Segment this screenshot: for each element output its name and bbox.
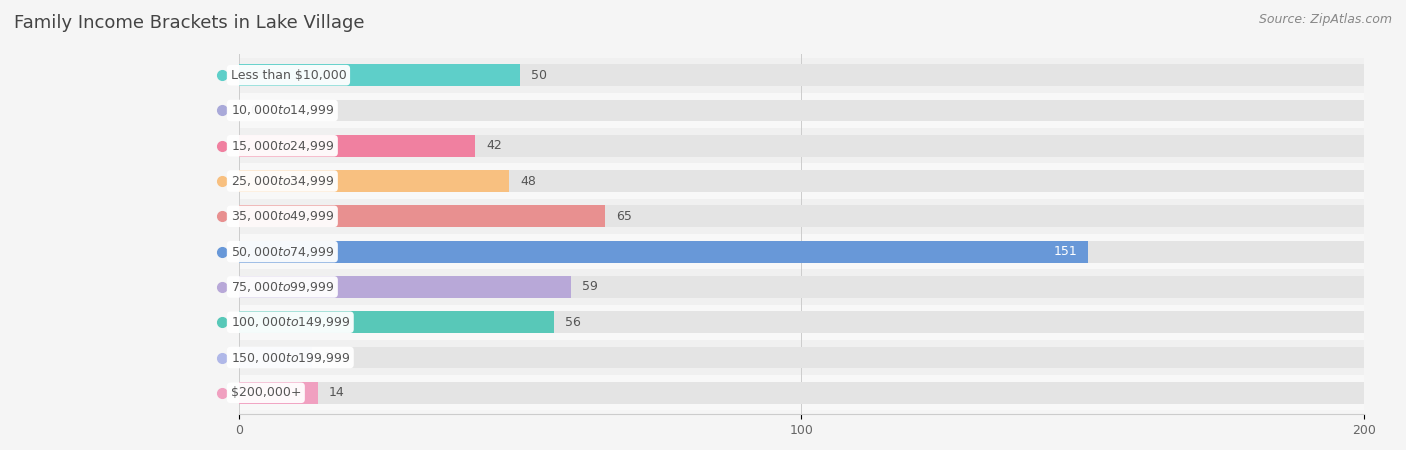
Bar — [239, 241, 1088, 263]
Text: Family Income Brackets in Lake Village: Family Income Brackets in Lake Village — [14, 14, 364, 32]
Bar — [239, 135, 475, 157]
Bar — [239, 128, 1364, 163]
Bar — [239, 99, 1364, 122]
Bar — [239, 205, 605, 227]
Text: $50,000 to $74,999: $50,000 to $74,999 — [231, 245, 335, 259]
Text: $15,000 to $24,999: $15,000 to $24,999 — [231, 139, 335, 153]
Bar — [239, 234, 1364, 269]
Text: 56: 56 — [565, 316, 581, 329]
Text: Source: ZipAtlas.com: Source: ZipAtlas.com — [1258, 14, 1392, 27]
Bar — [239, 135, 1364, 157]
Bar — [239, 163, 1364, 199]
Bar — [239, 305, 1364, 340]
Text: 42: 42 — [486, 139, 502, 152]
Bar — [239, 64, 1364, 86]
Text: $100,000 to $149,999: $100,000 to $149,999 — [231, 315, 350, 329]
Bar — [239, 205, 1364, 227]
Bar — [239, 170, 1364, 192]
Bar — [239, 269, 1364, 305]
Text: $200,000+: $200,000+ — [231, 386, 301, 399]
Bar — [239, 340, 1364, 375]
Bar — [239, 346, 1364, 369]
Bar — [239, 375, 1364, 410]
Text: 50: 50 — [531, 69, 547, 82]
Text: 59: 59 — [582, 280, 598, 293]
Text: $10,000 to $14,999: $10,000 to $14,999 — [231, 104, 335, 117]
Bar — [239, 311, 1364, 333]
Text: 14: 14 — [329, 386, 344, 399]
Bar — [239, 241, 1364, 263]
Bar — [239, 64, 520, 86]
Text: Less than $10,000: Less than $10,000 — [231, 69, 346, 82]
Text: $35,000 to $49,999: $35,000 to $49,999 — [231, 209, 335, 223]
Bar — [239, 276, 571, 298]
Bar — [239, 382, 1364, 404]
Bar — [239, 311, 554, 333]
Bar — [239, 276, 1364, 298]
Text: $75,000 to $99,999: $75,000 to $99,999 — [231, 280, 335, 294]
Bar — [239, 170, 509, 192]
Text: $25,000 to $34,999: $25,000 to $34,999 — [231, 174, 335, 188]
Bar — [239, 58, 1364, 93]
Bar — [239, 93, 1364, 128]
Bar — [239, 382, 318, 404]
Text: 0: 0 — [250, 104, 259, 117]
Text: 151: 151 — [1053, 245, 1077, 258]
Text: 48: 48 — [520, 175, 536, 188]
Bar — [239, 199, 1364, 234]
Text: 13: 13 — [323, 351, 339, 364]
Text: $150,000 to $199,999: $150,000 to $199,999 — [231, 351, 350, 364]
Text: 65: 65 — [616, 210, 631, 223]
Bar — [239, 346, 312, 369]
